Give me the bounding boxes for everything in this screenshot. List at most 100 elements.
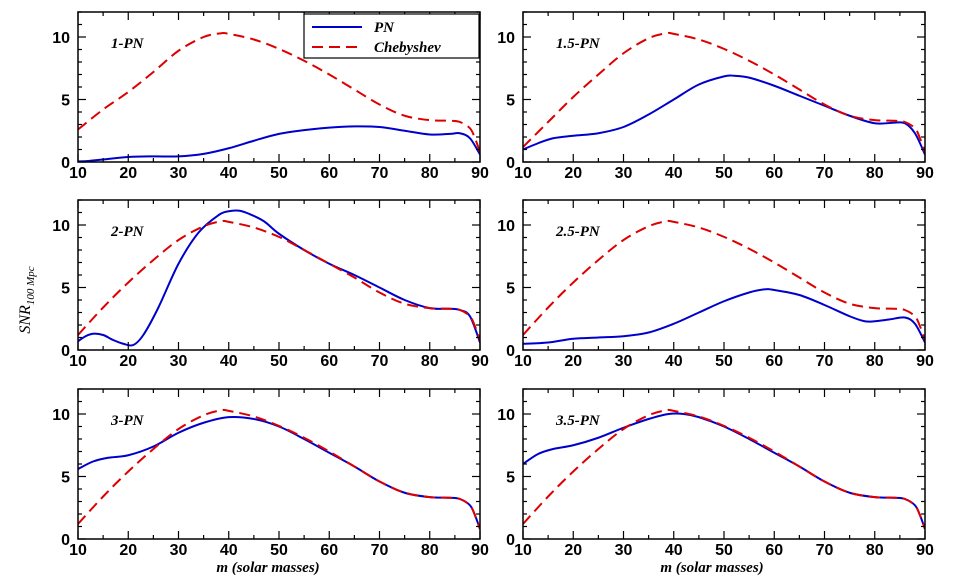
y-tick-label: 5 (61, 281, 70, 298)
y-tick-label: 5 (506, 470, 515, 487)
legend-label-chebyshev: Chebyshev (374, 40, 441, 56)
series-line-chebyshev-3.5-PN (523, 408, 925, 530)
y-axis-title: SNR100 Mpc (17, 266, 37, 333)
panel-label: 3-PN (110, 413, 145, 429)
x-axis-title-right: m (solar masses) (660, 560, 763, 576)
series-line-pn-2.5-PN (523, 288, 925, 345)
y-tick-label: 0 (506, 532, 515, 549)
panel-label: 1.5-PN (556, 36, 601, 52)
series-line-pn-1.5-PN (523, 74, 925, 155)
panel-1.5-PN: 10 20 30 40 50 60 70 80 90 0 5 10 1.5-PN (497, 11, 934, 182)
x-tick-label: 90 (471, 165, 489, 182)
x-tick-label: 20 (564, 542, 582, 559)
series-line-chebyshev-1.5-PN (523, 31, 925, 153)
x-tick-label: 30 (170, 542, 188, 559)
series-line-pn-3-PN (78, 415, 480, 530)
panel-label: 1-PN (111, 36, 145, 52)
x-tick-label: 30 (615, 353, 633, 370)
x-tick-label: 70 (371, 542, 389, 559)
x-tick-label: 80 (866, 542, 884, 559)
x-tick-label: 20 (119, 165, 137, 182)
panel-2-PN: 10 20 30 40 50 60 70 80 90 0 5 10 2-PN (52, 199, 489, 370)
y-tick-label: 5 (61, 470, 70, 487)
panel-label: 3.5-PN (555, 413, 601, 429)
x-tick-label: 90 (916, 165, 934, 182)
plot-frame (77, 388, 481, 540)
x-tick-label: 20 (119, 542, 137, 559)
x-tick-label: 90 (471, 542, 489, 559)
x-tick-label: 80 (866, 353, 884, 370)
x-tick-label: 20 (564, 353, 582, 370)
plot-frame (522, 388, 926, 540)
y-tick-label: 0 (61, 532, 70, 549)
y-tick-label: 10 (497, 407, 515, 424)
x-tick-label: 40 (665, 353, 683, 370)
x-tick-label: 60 (765, 542, 783, 559)
x-tick-label: 60 (765, 353, 783, 370)
series-line-chebyshev-3-PN (78, 408, 480, 530)
x-tick-label: 50 (270, 353, 288, 370)
x-tick-label: 30 (615, 165, 633, 182)
x-tick-label: 40 (220, 165, 238, 182)
x-tick-label: 70 (816, 165, 834, 182)
y-tick-label: 5 (61, 93, 70, 110)
x-tick-label: 90 (916, 542, 934, 559)
legend: PN Chebyshev (303, 13, 480, 59)
y-tick-label: 0 (506, 343, 515, 360)
y-tick-label: 10 (497, 30, 515, 47)
x-tick-label: 80 (421, 542, 439, 559)
x-tick-label: 20 (119, 353, 137, 370)
y-tick-label: 10 (52, 30, 70, 47)
series-line-pn-1-PN (78, 125, 480, 162)
x-tick-label: 10 (514, 542, 532, 559)
x-tick-label: 60 (765, 165, 783, 182)
plot-frame (522, 11, 926, 163)
x-tick-label: 50 (715, 542, 733, 559)
y-axis-title-main: SNR (17, 305, 34, 334)
y-tick-label: 5 (506, 281, 515, 298)
legend-box (303, 13, 480, 59)
x-tick-label: 10 (69, 542, 87, 559)
x-tick-label: 50 (270, 542, 288, 559)
x-tick-label: 80 (421, 165, 439, 182)
y-tick-label: 5 (506, 93, 515, 110)
x-tick-label: 40 (220, 542, 238, 559)
x-tick-label: 20 (564, 165, 582, 182)
x-tick-label: 50 (715, 165, 733, 182)
x-tick-label: 50 (270, 165, 288, 182)
x-tick-label: 10 (514, 353, 532, 370)
x-tick-label: 10 (69, 353, 87, 370)
y-axis-title-subscript: 100 Mpc (25, 266, 37, 305)
panel-3.5-PN: 10 20 30 40 50 60 70 80 90 0 5 10 3.5-PN (497, 388, 934, 559)
plot-frame (77, 199, 481, 351)
legend-label-pn: PN (374, 20, 395, 36)
plot-frame (522, 199, 926, 351)
x-tick-label: 30 (170, 165, 188, 182)
x-tick-label: 30 (615, 542, 633, 559)
x-axis-title-left: m (solar masses) (216, 560, 319, 576)
x-tick-label: 40 (665, 165, 683, 182)
x-tick-label: 40 (665, 542, 683, 559)
y-tick-label: 10 (497, 218, 515, 235)
y-tick-label: 0 (61, 343, 70, 360)
x-tick-label: 90 (471, 353, 489, 370)
panel-3-PN: 10 20 30 40 50 60 70 80 90 0 5 10 3-PN (52, 388, 489, 559)
x-tick-label: 70 (816, 542, 834, 559)
y-tick-label: 0 (61, 155, 70, 172)
series-line-pn-2-PN (78, 209, 480, 347)
panel-label: 2-PN (110, 224, 145, 240)
x-tick-label: 60 (320, 353, 338, 370)
x-tick-label: 40 (220, 353, 238, 370)
y-tick-label: 10 (52, 218, 70, 235)
panel-label: 2.5-PN (555, 224, 601, 240)
series-line-pn-3.5-PN (523, 412, 925, 530)
x-tick-label: 70 (816, 353, 834, 370)
x-tick-label: 80 (421, 353, 439, 370)
y-tick-label: 10 (52, 407, 70, 424)
x-tick-label: 70 (371, 165, 389, 182)
x-tick-label: 10 (69, 165, 87, 182)
series-line-chebyshev-2-PN (78, 219, 480, 341)
series-line-chebyshev-2.5-PN (523, 219, 925, 341)
series-line-chebyshev-1-PN (78, 31, 480, 153)
